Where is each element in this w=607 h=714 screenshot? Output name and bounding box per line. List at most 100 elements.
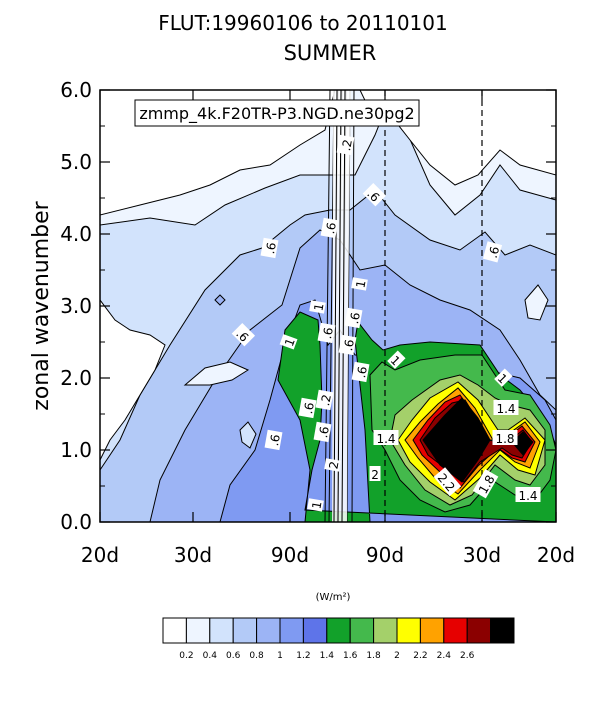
- y-tick-label: 1.0: [60, 438, 92, 462]
- colorbar-level-label: 0.6: [226, 651, 241, 661]
- x-tick-label: 30d: [174, 543, 212, 567]
- colorbar-level-label: 0.8: [249, 651, 264, 661]
- contour-label-box: [369, 466, 381, 481]
- x-tick-label: 30d: [463, 543, 501, 567]
- contour-label-box: [313, 421, 332, 443]
- contour-label-box: [298, 397, 317, 419]
- contour-label: .6: [264, 429, 283, 451]
- colorbar-swatch: [349, 617, 375, 644]
- colorbar-swatch: [302, 617, 328, 644]
- contour-label: .6: [344, 307, 363, 329]
- contour-label: .2: [315, 389, 334, 411]
- contour-label-box: [515, 487, 541, 502]
- colorbar-swatch: [466, 617, 492, 644]
- contour-label-text: 2: [371, 468, 379, 482]
- colorbar-level-label: 1.6: [343, 651, 358, 661]
- colorbar-swatch: [232, 617, 258, 644]
- chart-subtitle: SUMMER: [284, 41, 377, 65]
- contour-label-text: 1: [309, 500, 324, 510]
- contour-label-box: [351, 277, 368, 291]
- contour-label-text: .2: [339, 138, 355, 152]
- contour-label: 1.8: [492, 430, 518, 446]
- colorbar-swatch: [209, 617, 234, 644]
- contour-label-box: [279, 334, 298, 350]
- level-0.2-blob-right: [524, 284, 549, 321]
- contour-label: 1.4: [493, 400, 519, 416]
- colorbar-swatch: [185, 617, 211, 644]
- contour-label: .2: [336, 134, 355, 156]
- contour-label: .6: [338, 334, 357, 356]
- level-0.2-blob-left-low: [100, 299, 166, 461]
- contour-label-text: 2: [326, 460, 341, 470]
- contour-label-text: .6: [263, 241, 279, 255]
- contour-label-box: [324, 458, 341, 472]
- contour-label: 1: [494, 368, 513, 387]
- colorbar-level-label: 2.6: [460, 651, 475, 661]
- contour-label-box: [336, 134, 355, 156]
- contour-label-text: 1: [282, 336, 298, 348]
- contour-label-box: [264, 429, 283, 451]
- colorbar-swatch: [419, 617, 445, 644]
- contour-label-text: 1.4: [518, 489, 537, 503]
- y-tick-label: 3.0: [60, 294, 92, 318]
- level-0.2-blob-lower-left: [183, 361, 250, 386]
- y-axis: 0.0 1.0 2.0 3.0 4.0 5.0 6.0: [60, 78, 556, 534]
- contour-label-box: [362, 182, 387, 207]
- contour-label: .6: [351, 361, 370, 383]
- colorbar-level-label: 0.2: [179, 651, 193, 661]
- contour-label: 2: [324, 458, 342, 472]
- x-tick-label: 20d: [537, 543, 575, 567]
- contour-label-box: [492, 430, 518, 445]
- colorbar-swatch: [443, 617, 468, 644]
- contour-label-text: 1.4: [496, 402, 515, 416]
- x-tick-label: 90d: [271, 543, 309, 567]
- y-tick-label: 4.0: [60, 222, 92, 246]
- colorbar-level-label: 1: [277, 651, 283, 661]
- colorbar-units: (W/m²): [316, 592, 351, 603]
- contour-label-text: 1: [353, 279, 368, 289]
- contour-label: 1: [309, 300, 327, 314]
- plot-area: .2.6.6.6.6.6.6.6.6.61111111.41.41.81.82.…: [100, 90, 556, 522]
- contour-label-text: .2: [318, 393, 334, 407]
- contour-label-box: [320, 217, 339, 239]
- contour-label-text: .6: [301, 401, 317, 415]
- x-tick-label: 20d: [81, 543, 119, 567]
- level-0.4-blob-lower: [239, 421, 257, 449]
- chart-title: FLUT:19960106 to 20110101: [158, 11, 447, 35]
- contour-label-text: .6: [323, 221, 339, 235]
- contour-label-text: 1.8: [495, 432, 514, 446]
- contour-label-box: [387, 350, 406, 369]
- colorbar-swatch: [279, 617, 304, 644]
- contour-label: .6: [317, 322, 336, 344]
- contour-label-box: [494, 368, 513, 387]
- contour-label: 1: [387, 350, 406, 369]
- contour-label-box: [493, 400, 519, 415]
- contour-label-box: [231, 322, 256, 347]
- contour-label-box: [317, 322, 336, 344]
- contour-label: 1: [279, 334, 298, 350]
- contour-label: .6: [482, 241, 503, 263]
- contour-label-text: .6: [347, 311, 363, 325]
- y-tick-label: 2.0: [60, 366, 92, 390]
- contour-label-box: [482, 241, 503, 263]
- colorbar-swatch: [373, 617, 398, 644]
- colorbar-level-label: 2.2: [413, 651, 427, 661]
- contour-label: .6: [362, 182, 387, 207]
- contour-label: .6: [320, 217, 339, 239]
- contour-label-box: [309, 300, 326, 314]
- x-tick-label: 90d: [366, 543, 404, 567]
- contour-label: 1: [307, 498, 325, 512]
- colorbar: 0.2 0.4 0.6 0.8 1 1.2 1.4 1.6 1.8 2 2.2 2.4 2.6: [162, 617, 515, 661]
- contour-label-box: [260, 237, 279, 259]
- contour-label: .6: [231, 322, 256, 347]
- colorbar-swatch: [256, 617, 281, 644]
- contour-label-text: .6: [267, 433, 283, 447]
- contour-label: 1.4: [515, 487, 541, 503]
- y-axis-label: zonal wavenumber: [29, 200, 54, 410]
- contour-label-box: [373, 430, 399, 445]
- contour-label-box: [307, 498, 324, 512]
- contour-label-box: [472, 469, 499, 499]
- colorbar-swatch: [326, 617, 351, 644]
- colorbar-level-label: 1.8: [366, 651, 381, 661]
